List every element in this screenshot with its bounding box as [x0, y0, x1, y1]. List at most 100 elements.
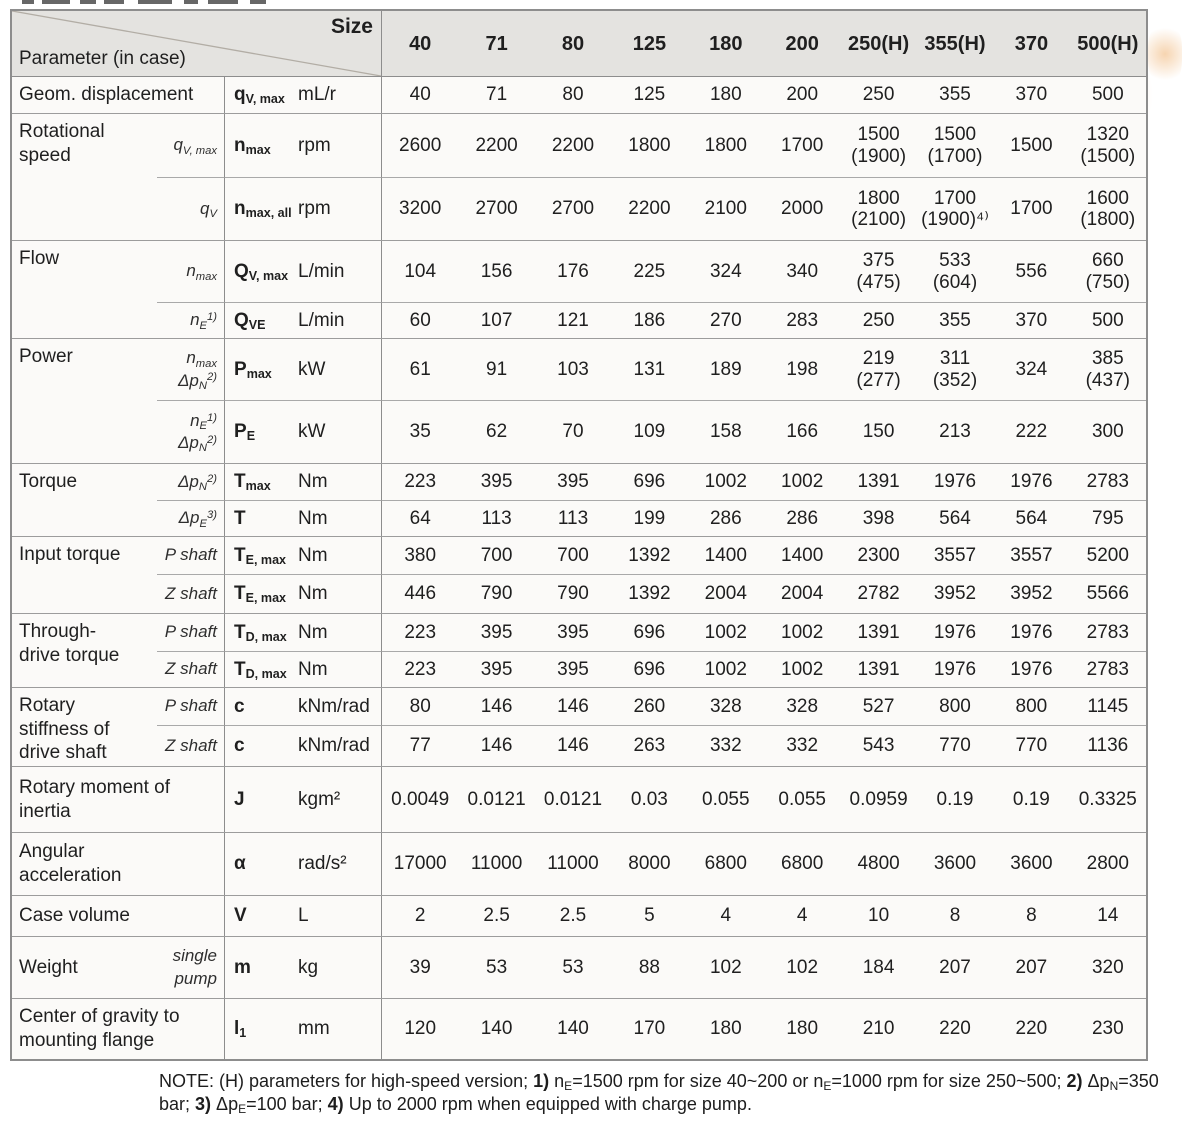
unit-cell: Nm	[295, 500, 382, 536]
value-cell: 2000	[764, 177, 841, 240]
symbol-cell: α	[225, 833, 295, 895]
value-cell: 189	[709, 358, 742, 380]
condition-line: nmax	[186, 260, 217, 282]
condition-line: pump	[174, 968, 217, 990]
value-cell: 3952	[916, 574, 994, 613]
parameter-name-line: mounting flange	[19, 1030, 155, 1051]
row-group: Flow nmax Q V, max L/min 104 156 176 225 324 340 37…	[12, 240, 1146, 338]
value-cell: 355	[939, 84, 971, 106]
value-cell: 1976	[1010, 621, 1053, 643]
value-cell: 250	[840, 302, 917, 338]
condition-line: Z shaft	[165, 658, 217, 680]
value-cell: 2200	[551, 134, 595, 156]
value-cell: 543	[840, 725, 917, 766]
parameter-cell: Power	[12, 339, 157, 463]
value-cell: 53	[562, 956, 584, 978]
condition-segment: pump	[174, 968, 217, 988]
symbol-segment: n	[234, 134, 246, 156]
condition-cell: qV	[157, 177, 225, 240]
value-cell: 88	[638, 956, 660, 978]
value-cell: 140	[480, 1018, 513, 1040]
condition-line: ΔpN2)	[178, 432, 217, 454]
parameter-cell: Case volume	[12, 896, 225, 936]
value-cell: 696	[633, 621, 666, 643]
symbol-segment: D, max	[245, 629, 287, 644]
value-cell: 398	[840, 500, 917, 536]
value-cell: 113	[458, 500, 535, 536]
condition-segment: Z shaft	[165, 735, 217, 755]
value-cell: 800	[1015, 695, 1048, 717]
unit-cell: kgm²	[295, 767, 382, 832]
value-cell: 102	[709, 956, 742, 978]
value-cell: 0.0959	[849, 788, 908, 810]
size-column-header: 125	[632, 32, 667, 55]
parameter-cell: Rotary moment of inertia	[12, 767, 225, 832]
value-cell: 2782	[840, 574, 917, 613]
condition-segment: 3)	[207, 509, 217, 522]
symbol-cell: q V, max	[225, 77, 295, 113]
value-cell: 1500 (1900)	[851, 124, 907, 167]
footnote-segment: E	[564, 1079, 573, 1093]
condition-segment: max	[195, 270, 217, 283]
value-cell: 1320 (1500)	[1080, 124, 1136, 167]
condition-segment: Δp	[178, 433, 199, 452]
unit-cell: L/min	[295, 241, 382, 302]
value-cell: 180	[709, 1018, 742, 1040]
row-group: Weight single pump m kg 39 53 53 88 102 102 184 207 2…	[12, 936, 1146, 998]
value-cell: 500	[1069, 302, 1146, 338]
value-cell: 0.19	[936, 788, 974, 810]
value-cell: 800	[939, 695, 971, 717]
value-cell: 2004	[764, 574, 841, 613]
value-cell: 564	[993, 500, 1070, 536]
condition-segment: N	[198, 379, 208, 392]
footnote-segment: =1500 rpm for size 40~200 or n	[572, 1071, 824, 1091]
value-cell: 1002	[704, 471, 747, 493]
parameter-name-line: Rotational	[19, 121, 105, 142]
parameter-cell: Input torque	[12, 537, 157, 613]
footnote: NOTE: (H) parameters for high-speed vers…	[159, 1070, 1161, 1117]
row-group: Center of gravity to mounting flange l 1 mm 1…	[12, 998, 1146, 1059]
value-cell: 62	[458, 400, 535, 463]
symbol-segment: E, max	[245, 552, 287, 567]
diagonal-line	[12, 11, 381, 76]
value-cell: 2.5	[559, 905, 587, 927]
watermark-blob	[1148, 22, 1182, 86]
symbol-segment: V	[234, 905, 247, 926]
value-cell: 533 (604)	[932, 250, 978, 293]
condition-line: single	[173, 945, 217, 967]
value-cell: 2783	[1086, 471, 1129, 493]
row-group: Angular acceleration α rad/s² 17000 11000 1100…	[12, 832, 1146, 895]
symbol-cell: J	[225, 767, 295, 832]
symbol-segment: α	[234, 853, 246, 874]
value-cell: 200	[786, 84, 819, 106]
parameter-name-line: Through-	[19, 621, 97, 642]
value-cell: 146	[557, 695, 589, 717]
value-cell: 10	[868, 905, 890, 927]
value-cell: 146	[534, 725, 612, 766]
value-cell: 700	[557, 544, 589, 566]
value-cell: 1400	[781, 544, 824, 566]
unit-cell: L	[295, 896, 382, 936]
symbol-segment: P	[234, 358, 247, 380]
value-cell: 166	[764, 400, 841, 463]
value-cell: 1800	[704, 134, 747, 156]
value-cell: 2800	[1086, 853, 1129, 875]
value-cell: 220	[939, 1018, 971, 1040]
value-cell: 222	[993, 400, 1070, 463]
size-column-header: 355(H)	[924, 32, 986, 55]
unit-cell: rpm	[295, 177, 382, 240]
unit-cell: Nm	[295, 537, 382, 574]
condition-segment: n	[190, 310, 200, 330]
value-cell: 1976	[1010, 471, 1053, 493]
symbol-cell: Q VE	[225, 302, 295, 338]
value-cell: 395	[557, 471, 589, 493]
condition-cell: ΔpE3)	[157, 500, 225, 536]
footnote-segment: Δp	[1082, 1071, 1110, 1091]
value-cell: 104	[404, 260, 437, 282]
condition-line: qV, max	[173, 134, 217, 156]
value-cell: 700	[480, 544, 513, 566]
value-cell: 795	[1069, 500, 1146, 536]
table-header-row: Size Parameter (in case) 40 71 80 125 180 200 25…	[12, 11, 1146, 77]
